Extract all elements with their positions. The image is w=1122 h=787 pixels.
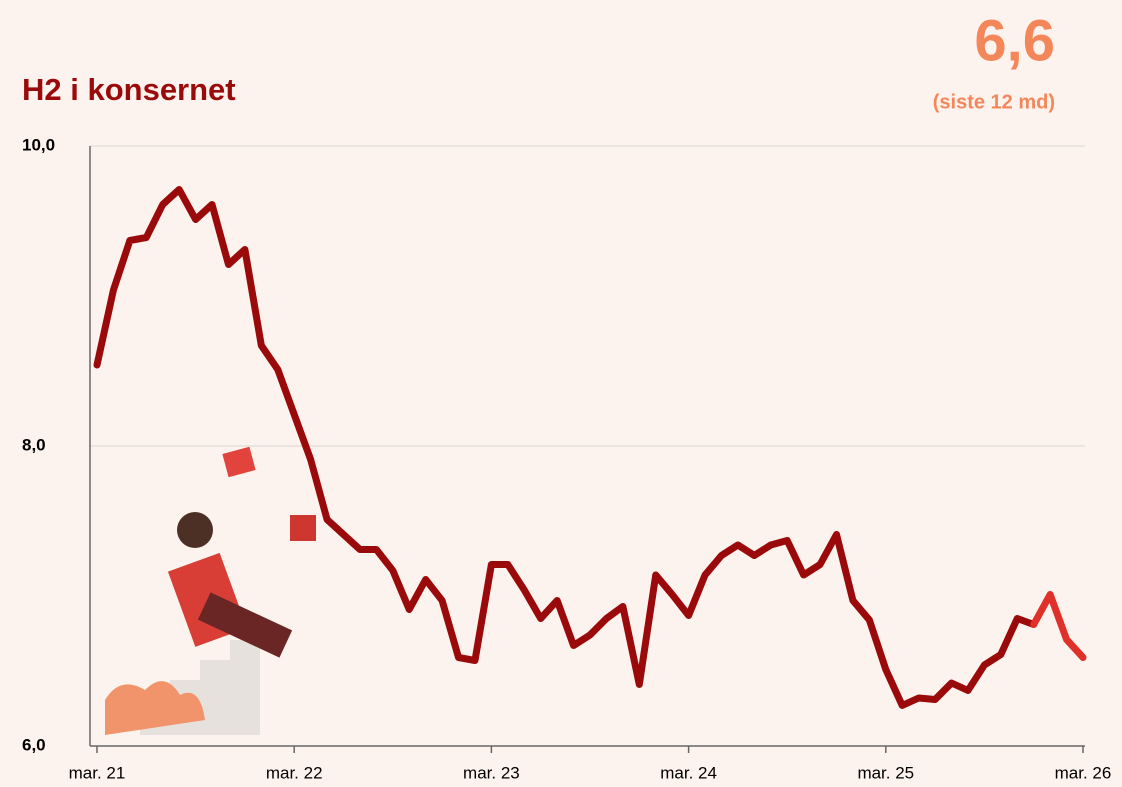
x-tick-label: mar. 21 <box>69 763 126 782</box>
illustration <box>105 447 316 735</box>
y-tick-label: 10,0 <box>22 135 55 154</box>
headline-note: (siste 12 md) <box>933 91 1055 113</box>
x-tick-label: mar. 24 <box>660 763 717 782</box>
x-tick-label: mar. 26 <box>1055 763 1112 782</box>
y-tick-label: 6,0 <box>22 735 46 754</box>
headline-value: 6,6 <box>974 8 1055 73</box>
x-tick-label: mar. 23 <box>463 763 520 782</box>
line-series <box>1034 595 1083 658</box>
y-tick-label: 8,0 <box>22 435 46 454</box>
chart: H2 i konsernet 6,6 (siste 12 md) 6,0 8,0 1… <box>0 0 1122 787</box>
x-tick-label: mar. 25 <box>857 763 914 782</box>
x-tick-label: mar. 22 <box>266 763 323 782</box>
chart-title: H2 i konsernet <box>22 72 236 107</box>
